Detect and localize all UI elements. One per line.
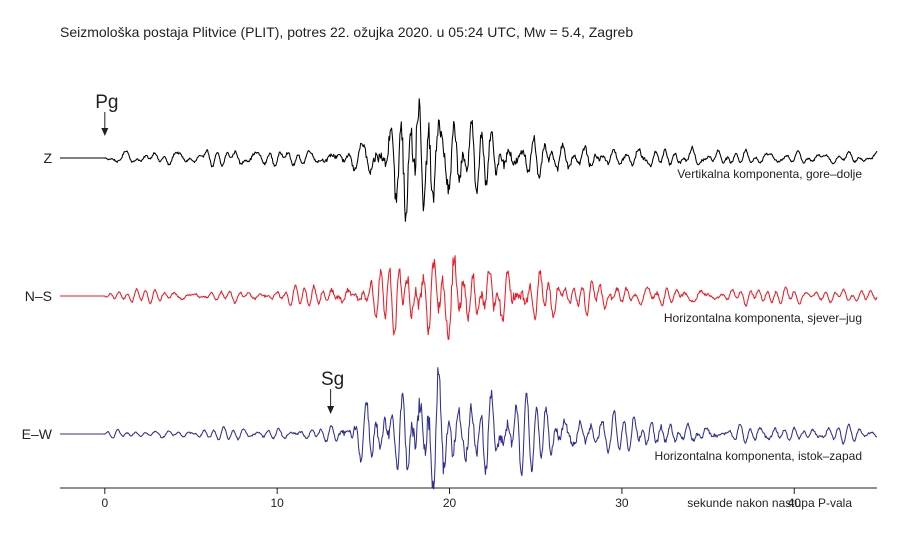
x-tick-label: 30 — [615, 496, 629, 510]
component-description: Horizontalna komponenta, sjever–jug — [664, 311, 862, 325]
channel-label: Z — [43, 150, 52, 166]
trace-e-w — [60, 367, 878, 490]
x-tick-label: 0 — [101, 496, 108, 510]
phase-arrow-head — [101, 128, 109, 136]
component-description: Horizontalna komponenta, istok–zapad — [655, 449, 862, 463]
x-axis-label: sekunde nakon nastupa P-vala — [687, 496, 852, 510]
phase-arrow-head — [327, 406, 335, 414]
channel-label: N–S — [25, 288, 52, 304]
trace-z — [60, 98, 878, 222]
trace-n-s — [60, 255, 878, 341]
channel-label: E–W — [22, 426, 53, 442]
traces-layer: Z Vertikalna komponenta, gore–dolje N–S Hor… — [22, 98, 878, 490]
x-tick-label: 20 — [443, 496, 457, 510]
x-tick-label: 10 — [270, 496, 284, 510]
phase-label-pg: Pg — [95, 92, 118, 113]
phase-label-sg: Sg — [321, 369, 344, 390]
chart-title: Seizmološka postaja Plitvice (PLIT), pot… — [60, 24, 634, 40]
x-tick-label: 40 — [788, 496, 802, 510]
component-description: Vertikalna komponenta, gore–dolje — [677, 167, 862, 181]
annotations-layer: Pg Sg — [95, 92, 344, 414]
